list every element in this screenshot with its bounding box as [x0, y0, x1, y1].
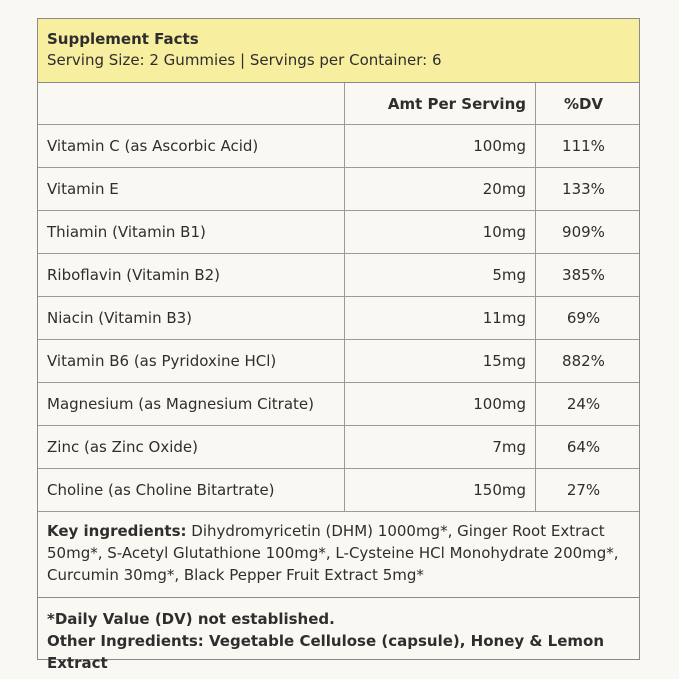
- nutrient-amount: 15mg: [344, 340, 536, 382]
- facts-title: Supplement Facts: [47, 30, 199, 48]
- nutrient-dv: 69%: [566, 309, 601, 327]
- nutrient-amount: 11mg: [344, 297, 536, 339]
- nutrient-dv: 64%: [566, 438, 601, 456]
- key-ingredients-label: Key ingredients:: [47, 522, 187, 540]
- nutrient-rows: Vitamin C (as Ascorbic Acid) 100mg 111% …: [38, 125, 639, 512]
- nutrient-dv: 133%: [562, 180, 605, 198]
- nutrient-dv: 27%: [566, 481, 601, 499]
- key-ingredients: Key ingredients: Dihydromyricetin (DHM) …: [38, 512, 639, 598]
- nutrient-name: Riboflavin (Vitamin B2): [47, 266, 221, 284]
- nutrient-name: Choline (as Choline Bitartrate): [47, 481, 275, 499]
- other-ingredients: Other Ingredients: Vegetable Cellulose (…: [47, 632, 605, 672]
- table-row: Niacin (Vitamin B3) 11mg 69%: [38, 297, 639, 340]
- nutrient-dv: 385%: [562, 266, 605, 284]
- nutrient-dv: 909%: [562, 223, 605, 241]
- nutrient-name: Magnesium (as Magnesium Citrate): [47, 395, 314, 413]
- table-row: Thiamin (Vitamin B1) 10mg 909%: [38, 211, 639, 254]
- nutrient-amount: 20mg: [344, 168, 536, 210]
- nutrient-name: Vitamin C (as Ascorbic Acid): [47, 137, 259, 155]
- nutrient-name: Thiamin (Vitamin B1): [47, 223, 206, 241]
- table-row: Vitamin E 20mg 133%: [38, 168, 639, 211]
- nutrient-amount: 10mg: [344, 211, 536, 253]
- nutrient-amount: 150mg: [344, 469, 536, 511]
- nutrient-amount: 100mg: [344, 383, 536, 425]
- table-row: Riboflavin (Vitamin B2) 5mg 385%: [38, 254, 639, 297]
- nutrient-amount: 100mg: [344, 125, 536, 167]
- table-row: Vitamin B6 (as Pyridoxine HCl) 15mg 882%: [38, 340, 639, 383]
- table-row: Choline (as Choline Bitartrate) 150mg 27…: [38, 469, 639, 512]
- nutrient-dv: 882%: [562, 352, 605, 370]
- column-header-amount: Amt Per Serving: [344, 83, 536, 124]
- nutrient-amount: 5mg: [344, 254, 536, 296]
- table-row: Magnesium (as Magnesium Citrate) 100mg 2…: [38, 383, 639, 426]
- nutrient-dv: 24%: [566, 395, 601, 413]
- key-ingredients-text: Dihydromyricetin (DHM) 1000mg*, Ginger R…: [47, 522, 619, 584]
- nutrient-name: Zinc (as Zinc Oxide): [47, 438, 199, 456]
- facts-header: Supplement Facts Serving Size: 2 Gummies…: [38, 19, 639, 83]
- serving-info: Serving Size: 2 Gummies | Servings per C…: [47, 51, 442, 69]
- table-row: Zinc (as Zinc Oxide) 7mg 64%: [38, 426, 639, 469]
- table-row: Vitamin C (as Ascorbic Acid) 100mg 111%: [38, 125, 639, 168]
- daily-value-note: *Daily Value (DV) not established.: [47, 610, 335, 628]
- facts-footer: *Daily Value (DV) not established. Other…: [38, 598, 639, 674]
- column-header-dv: %DV: [563, 94, 604, 113]
- nutrient-amount: 7mg: [344, 426, 536, 468]
- column-header-nutrient: [38, 83, 344, 124]
- nutrient-name: Vitamin E: [47, 180, 119, 198]
- table-header-row: Amt Per Serving %DV: [38, 83, 639, 125]
- supplement-facts-panel: Supplement Facts Serving Size: 2 Gummies…: [37, 18, 640, 672]
- nutrient-dv: 111%: [562, 137, 605, 155]
- nutrient-name: Niacin (Vitamin B3): [47, 309, 193, 327]
- nutrient-name: Vitamin B6 (as Pyridoxine HCl): [47, 352, 277, 370]
